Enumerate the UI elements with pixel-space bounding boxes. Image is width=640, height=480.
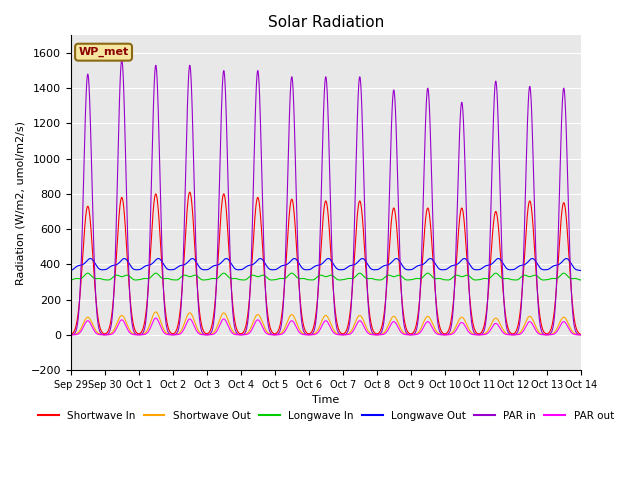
Shortwave In — [307, 330, 314, 336]
Shortwave In — [159, 272, 166, 277]
Longwave Out — [412, 264, 419, 270]
Shortwave In — [576, 331, 584, 337]
PAR in — [159, 264, 166, 269]
Longwave Out — [576, 267, 584, 273]
Line: Shortwave In: Shortwave In — [71, 192, 580, 335]
PAR in — [576, 332, 584, 337]
Longwave Out — [529, 256, 536, 262]
Longwave In — [440, 277, 448, 283]
PAR in — [412, 329, 419, 335]
Longwave Out — [440, 267, 447, 273]
Line: PAR out: PAR out — [71, 318, 580, 335]
Longwave In — [469, 276, 477, 282]
Line: PAR in: PAR in — [71, 60, 580, 335]
Longwave Out — [577, 268, 584, 274]
Shortwave In — [186, 189, 194, 195]
Shortwave Out — [469, 331, 477, 336]
Longwave In — [240, 277, 248, 283]
PAR out — [412, 332, 419, 337]
PAR out — [440, 332, 447, 338]
Longwave Out — [468, 265, 476, 271]
Title: Solar Radiation: Solar Radiation — [268, 15, 384, 30]
Text: WP_met: WP_met — [79, 47, 129, 57]
Shortwave Out — [307, 332, 314, 337]
PAR out — [469, 332, 477, 337]
Shortwave In — [577, 332, 584, 337]
X-axis label: Time: Time — [312, 396, 339, 405]
Line: Longwave In: Longwave In — [71, 273, 580, 280]
Line: Longwave Out: Longwave Out — [71, 259, 580, 271]
Longwave In — [307, 277, 314, 283]
Shortwave In — [469, 319, 477, 325]
Longwave Out — [307, 266, 314, 272]
Longwave Out — [159, 259, 166, 265]
Longwave In — [577, 277, 584, 283]
PAR out — [307, 332, 314, 338]
PAR in — [118, 57, 125, 63]
Longwave In — [84, 270, 92, 276]
Longwave In — [577, 277, 584, 283]
Longwave In — [412, 276, 419, 281]
Shortwave Out — [577, 332, 584, 338]
Longwave Out — [67, 268, 75, 274]
Shortwave In — [67, 332, 75, 337]
PAR in — [577, 332, 584, 338]
Longwave In — [159, 276, 166, 281]
PAR in — [469, 325, 477, 331]
PAR in — [440, 332, 447, 337]
Shortwave In — [440, 331, 447, 336]
PAR out — [576, 332, 584, 338]
Shortwave Out — [67, 332, 75, 338]
Shortwave In — [412, 324, 419, 330]
PAR out — [577, 332, 584, 338]
Legend: Shortwave In, Shortwave Out, Longwave In, Longwave Out, PAR in, PAR out: Shortwave In, Shortwave Out, Longwave In… — [33, 407, 618, 425]
Shortwave Out — [159, 324, 166, 329]
PAR in — [67, 332, 75, 337]
PAR in — [307, 332, 314, 337]
PAR out — [67, 332, 75, 338]
PAR out — [159, 328, 166, 334]
Y-axis label: Radiation (W/m2, umol/m2/s): Radiation (W/m2, umol/m2/s) — [15, 120, 25, 285]
Shortwave Out — [152, 309, 159, 315]
Line: Shortwave Out: Shortwave Out — [71, 312, 580, 335]
Shortwave Out — [412, 331, 419, 337]
Shortwave Out — [576, 332, 584, 337]
Longwave In — [67, 277, 75, 283]
PAR out — [152, 315, 159, 321]
Shortwave Out — [440, 332, 447, 337]
